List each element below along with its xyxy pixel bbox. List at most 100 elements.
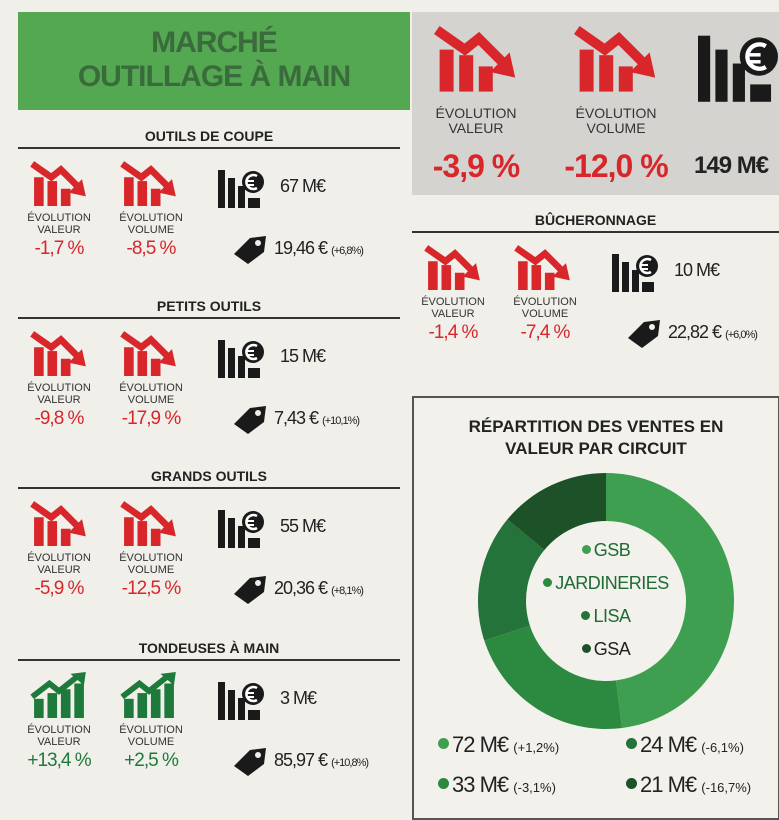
price: 19,46 € (+6,8%) xyxy=(274,238,364,259)
market-size: 67 M€ xyxy=(280,176,326,196)
icon-shape xyxy=(32,164,86,206)
value-label: ÉVOLUTION VALEUR xyxy=(435,105,517,136)
icon xyxy=(118,500,180,546)
donut-segment xyxy=(484,625,623,729)
price-value: 22,82 € xyxy=(668,322,722,342)
value-label: ÉVOLUTION VALEUR xyxy=(27,212,91,236)
price: 20,36 € (+8,1%) xyxy=(274,578,364,599)
price-value: 20,36 € xyxy=(274,578,328,598)
section-rule xyxy=(18,659,400,661)
icon xyxy=(612,252,658,292)
icon-shape xyxy=(122,672,176,718)
icon-shape xyxy=(698,36,778,102)
legend-label: LISA xyxy=(593,606,631,626)
legend-dot xyxy=(581,545,591,554)
price-value: 19,46 € xyxy=(274,238,328,258)
value-label: 33 M€ xyxy=(452,772,509,797)
icon xyxy=(234,576,266,604)
price-change: (+10,1%) xyxy=(322,415,360,427)
icon xyxy=(434,24,518,92)
icon-shape xyxy=(577,30,655,92)
section-title: BÛCHERONNAGE xyxy=(534,212,657,228)
price: 7,43 € (+10,1%) xyxy=(274,408,360,429)
market-size: 3 M€ xyxy=(280,688,317,708)
header-title: MARCHÉ xyxy=(151,26,278,59)
icon xyxy=(422,244,484,290)
icon-shape xyxy=(426,248,480,290)
section: GRANDS OUTILS ÉVOLUTION VALEUR ÉVOLUTION V… xyxy=(18,468,400,638)
value-item: 33 M€ (-3,1%) xyxy=(438,772,556,798)
price-value: 7,43 € xyxy=(274,408,319,428)
price-change: (+6,0%) xyxy=(725,329,758,341)
value-label: ÉVOLUTION VALEUR xyxy=(27,382,91,406)
icon xyxy=(234,748,266,776)
price: 22,82 € (+6,0%) xyxy=(668,322,758,343)
icon xyxy=(234,236,266,264)
icon-shape xyxy=(32,672,86,718)
icon-shape xyxy=(234,406,266,434)
volume-label: ÉVOLUTION VOLUME xyxy=(119,382,183,406)
value-change: -9,8 % xyxy=(34,408,85,429)
donut xyxy=(478,473,735,729)
icon-shape xyxy=(218,338,264,378)
icon xyxy=(234,406,266,434)
legend-label: GSB xyxy=(593,540,631,560)
price-value: 85,97 € xyxy=(274,750,328,770)
distribution-box: RÉPARTITION DES VENTES EN VALEUR PAR CIR… xyxy=(412,396,779,820)
volume-label: ÉVOLUTION VOLUME xyxy=(119,212,183,236)
legend-entry: GSA xyxy=(526,639,686,660)
legend-dot xyxy=(438,738,449,749)
price-change: (+10,8%) xyxy=(331,757,369,769)
icon-shape xyxy=(122,504,176,546)
section-rule xyxy=(18,317,400,319)
price: 85,97 € (+10,8%) xyxy=(274,750,369,771)
market-size: 15 M€ xyxy=(280,346,326,366)
value-change: (-6,1%) xyxy=(701,740,744,755)
section-title: OUTILS DE COUPE xyxy=(144,128,274,144)
section-rule xyxy=(18,147,400,149)
donut-segment xyxy=(606,473,735,728)
value-item: 21 M€ (-16,7%) xyxy=(626,772,751,798)
value-label: ÉVOLUTION VALEUR xyxy=(421,296,485,320)
value-change: +13,4 % xyxy=(27,750,91,771)
section: BÛCHERONNAGE ÉVOLUTION VALEUR ÉVOLUTION VO… xyxy=(412,212,779,382)
price-change: (+6,8%) xyxy=(331,245,364,257)
value-change: -5,9 % xyxy=(34,578,85,599)
value-change: -3,9 % xyxy=(432,148,520,184)
price-change: (+8,1%) xyxy=(331,585,364,597)
section-title: PETITS OUTILS xyxy=(156,298,262,314)
icon xyxy=(698,32,778,102)
icon xyxy=(28,330,90,376)
market-size: 10 M€ xyxy=(674,260,720,280)
market-size: 149 M€ xyxy=(694,152,769,179)
header: MARCHÉ OUTILLAGE À MAIN xyxy=(18,12,410,110)
header-title: OUTILLAGE À MAIN xyxy=(77,60,351,93)
icon xyxy=(218,168,264,208)
spacer xyxy=(18,12,410,26)
value-label: ÉVOLUTION VALEUR xyxy=(27,724,91,748)
volume-change: -8,5 % xyxy=(126,238,177,259)
icon xyxy=(118,160,180,206)
icon xyxy=(118,330,180,376)
icon xyxy=(628,320,660,348)
icon xyxy=(218,338,264,378)
section-rule xyxy=(412,231,779,233)
section-title: TONDEUSES À MAIN xyxy=(138,640,280,656)
icon xyxy=(28,160,90,206)
icon xyxy=(218,680,264,720)
value-item: 72 M€ (+1,2%) xyxy=(438,732,559,758)
icon xyxy=(574,24,658,92)
legend-label: JARDINERIES xyxy=(555,573,669,593)
icon-shape xyxy=(122,164,176,206)
icon xyxy=(28,500,90,546)
value-change: (-16,7%) xyxy=(701,780,752,795)
value-label: 24 M€ xyxy=(640,732,697,757)
icon-shape xyxy=(32,504,86,546)
icon xyxy=(218,508,264,548)
icon-shape xyxy=(234,236,266,264)
legend-dot xyxy=(543,578,553,587)
icon xyxy=(512,244,574,290)
value-label: 72 M€ xyxy=(452,732,509,757)
section-title: GRANDS OUTILS xyxy=(151,468,267,484)
